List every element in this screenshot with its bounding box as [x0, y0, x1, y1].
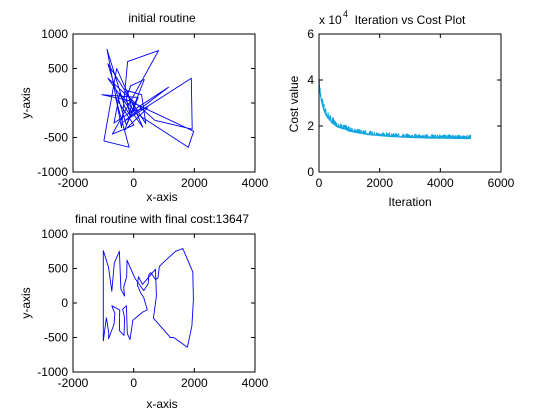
- subplot-title: Iteration vs Cost Plot: [355, 13, 466, 27]
- y-tick-label: -500: [44, 131, 68, 145]
- y-axis-label: y-axis: [19, 287, 33, 318]
- x-tick-label: -2000: [58, 176, 89, 190]
- x-tick-label: 0: [130, 376, 137, 390]
- x-axis-label: x-axis: [146, 397, 177, 411]
- y-tick-label: 6: [307, 27, 314, 41]
- y-tick-label: -500: [44, 331, 68, 345]
- y-exponent-base: x 10: [319, 13, 342, 27]
- subplot-title: final routine with final cost:13647: [75, 212, 249, 226]
- y-tick-label: -1000: [37, 365, 68, 379]
- series-line: [101, 48, 195, 148]
- x-axis-label: Iteration: [388, 195, 431, 209]
- y-tick-label: -1000: [37, 165, 68, 179]
- y-tick-label: 4: [307, 73, 314, 87]
- y-tick-label: 0: [307, 165, 314, 179]
- y-tick-label: 0: [61, 96, 68, 110]
- x-tick-label: 4000: [242, 176, 269, 190]
- y-tick-label: 2: [307, 119, 314, 133]
- series-line: [318, 77, 472, 140]
- x-tick-label: 0: [316, 176, 323, 190]
- x-tick-label: 2000: [181, 176, 208, 190]
- subplot-title: initial routine: [128, 11, 196, 25]
- axes-box: [318, 33, 502, 173]
- y-tick-label: 0: [61, 296, 68, 310]
- x-tick-label: 4000: [242, 376, 269, 390]
- x-tick-label: -2000: [58, 376, 89, 390]
- x-tick-label: 2000: [366, 176, 393, 190]
- y-tick-label: 500: [48, 62, 68, 76]
- y-tick-label: 1000: [41, 27, 68, 41]
- y-tick-label: 1000: [41, 227, 68, 241]
- x-tick-label: 2000: [181, 376, 208, 390]
- x-tick-label: 0: [130, 176, 137, 190]
- y-axis-label: y-axis: [19, 87, 33, 118]
- y-tick-label: 500: [48, 262, 68, 276]
- subplot-iteration-vs-cost: x 10 4 Iteration vs Cost Plot Iteration …: [287, 9, 515, 209]
- subplot-final-routine: final routine with final cost:13647 x-ax…: [19, 212, 269, 411]
- x-tick-label: 6000: [488, 176, 515, 190]
- subplot-initial-routine: initial routine x-axis y-axis -2000 0 2000…: [19, 11, 269, 204]
- series-line: [102, 248, 194, 348]
- y-exponent-power: 4: [343, 9, 348, 19]
- y-axis-label: Cost value: [287, 75, 301, 132]
- x-tick-label: 4000: [427, 176, 454, 190]
- x-axis-label: x-axis: [146, 190, 177, 204]
